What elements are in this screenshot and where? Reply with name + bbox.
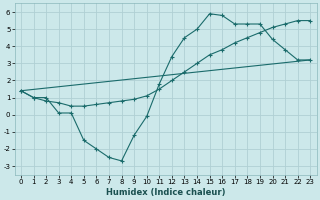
X-axis label: Humidex (Indice chaleur): Humidex (Indice chaleur) — [106, 188, 225, 197]
